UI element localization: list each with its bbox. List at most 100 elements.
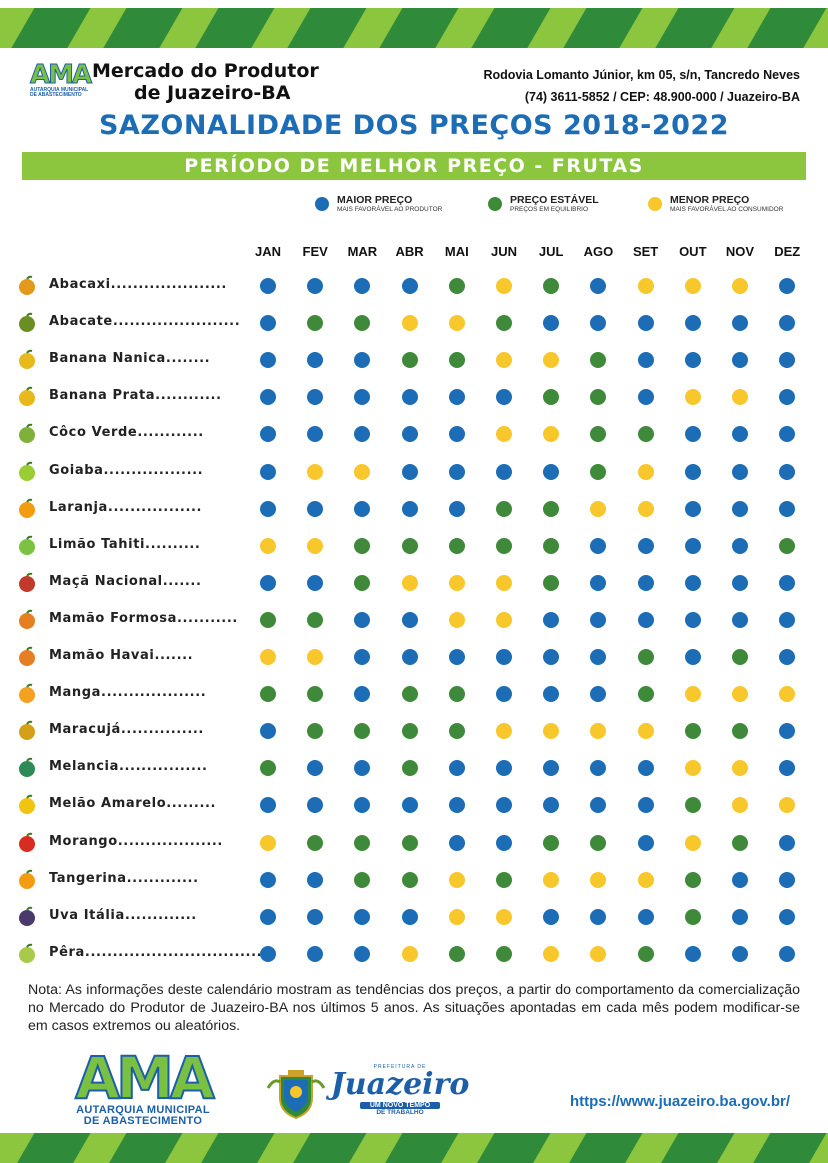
price-dot [401, 315, 418, 332]
price-dot [543, 426, 560, 443]
price-dot [448, 686, 465, 703]
price-dot [590, 463, 607, 480]
price-dot [543, 945, 560, 962]
price-dot [637, 797, 654, 814]
price-dot [260, 463, 276, 480]
price-dot [354, 945, 371, 962]
watermelon-icon [16, 757, 38, 779]
price-dot [732, 426, 748, 443]
price-dot [448, 278, 465, 294]
price-dot [684, 649, 701, 665]
price-dot [543, 871, 560, 888]
price-dot [732, 686, 748, 703]
price-dot [732, 945, 748, 962]
price-dot [590, 686, 607, 703]
price-dot [637, 500, 654, 517]
price-dot [307, 574, 324, 591]
stripe [275, 1133, 373, 1163]
price-dot [684, 760, 701, 777]
guava-icon [16, 461, 38, 483]
price-dot [732, 908, 748, 925]
price-dot [307, 649, 324, 665]
ama-logo-small: AMA AUTARQUIA MUNICIPAL DE ABASTECIMENTO [30, 62, 94, 98]
price-dot [732, 278, 748, 294]
price-dot [543, 574, 560, 591]
price-dot [307, 908, 324, 925]
price-dot [260, 389, 276, 406]
price-dot [590, 945, 607, 962]
price-dot [401, 834, 418, 851]
price-dot [401, 537, 418, 554]
price-dot [732, 537, 748, 554]
price-dot [307, 723, 324, 740]
price-dot [307, 834, 324, 851]
price-dot [590, 500, 607, 517]
price-dot [354, 315, 371, 332]
price-dot [590, 352, 607, 369]
address-block: Rodovia Lomanto Júnior, km 05, s/n, Tanc… [483, 64, 800, 108]
month-header: MAR [347, 244, 378, 259]
passionfruit-icon [16, 720, 38, 742]
price-dot [637, 611, 654, 628]
price-dot [401, 723, 418, 740]
price-dot [637, 723, 654, 740]
price-dot [448, 797, 465, 814]
slogan-line-1: UM NOVO TEMPO [360, 1102, 440, 1109]
price-dot [590, 723, 607, 740]
price-dot [684, 908, 701, 925]
stripe [643, 8, 741, 48]
fruit-label: Morango................... [49, 833, 223, 849]
price-dot [543, 834, 560, 851]
price-dot [260, 649, 276, 665]
price-dot [732, 315, 748, 332]
price-dot [543, 500, 560, 517]
price-dot [448, 500, 465, 517]
price-dot [496, 945, 512, 962]
price-dot [307, 797, 324, 814]
price-dot [496, 834, 512, 851]
price-dot [307, 537, 324, 554]
price-dot [779, 352, 796, 369]
fruit-label: Tangerina............. [49, 870, 199, 886]
price-dot [401, 797, 418, 814]
price-dot [684, 537, 701, 554]
price-dot [448, 945, 465, 962]
price-dot [637, 426, 654, 443]
pear-icon [16, 943, 38, 965]
price-dot [732, 649, 748, 665]
price-dot [260, 426, 276, 443]
price-dot [401, 278, 418, 294]
ama-logo-word: AMA [30, 60, 93, 90]
price-dot [684, 797, 701, 814]
banana-icon [16, 386, 38, 408]
price-dot [590, 426, 607, 443]
price-dot [684, 315, 701, 332]
brand-line-1: Mercado do Produtor [92, 60, 319, 82]
price-dot [448, 426, 465, 443]
price-dot [354, 834, 371, 851]
price-dot [732, 611, 748, 628]
price-dot [354, 278, 371, 294]
price-dot [779, 686, 796, 703]
price-dot [401, 426, 418, 443]
stripe [551, 8, 649, 48]
banana-icon [16, 349, 38, 371]
price-dot [732, 463, 748, 480]
price-dot [779, 723, 796, 740]
price-dot [637, 760, 654, 777]
price-dot [448, 315, 465, 332]
website-link[interactable]: https://www.juazeiro.ba.gov.br/ [569, 1093, 790, 1110]
price-dot [496, 760, 512, 777]
price-dot [543, 797, 560, 814]
price-dot [401, 463, 418, 480]
price-dot [684, 500, 701, 517]
price-dot [448, 463, 465, 480]
fruit-label: Mamão Havai....... [49, 648, 194, 663]
price-dot [590, 649, 607, 665]
stripe [643, 1133, 741, 1163]
price-dot [637, 352, 654, 369]
price-dot [543, 352, 560, 369]
price-dot [496, 871, 512, 888]
price-dot [260, 834, 276, 851]
legend-subtitle: MAIS FAVORÁVEL AO PRODUTOR [337, 206, 443, 213]
